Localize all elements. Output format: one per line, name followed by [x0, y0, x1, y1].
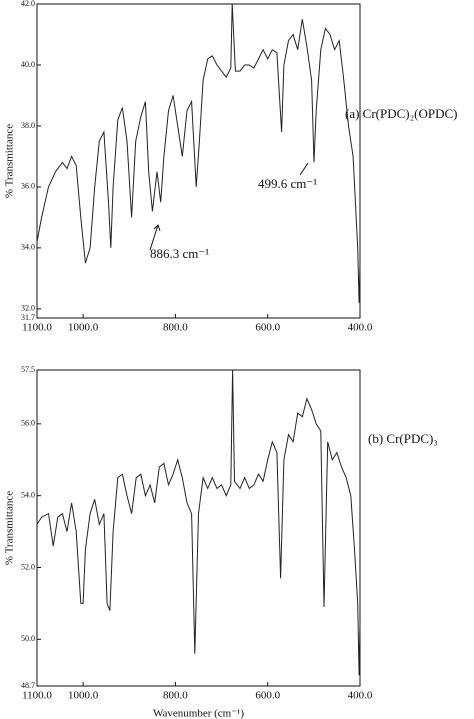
annotation: (a) Cr(PDC)₂(OPDC) [345, 106, 458, 121]
x-tick-label: 400.0 [348, 322, 373, 334]
y-axis-label: % Transmittance [4, 124, 16, 198]
arrows [149, 162, 309, 251]
y-tick-label: 57.5 [21, 365, 35, 374]
x-tick-label: 600.0 [255, 690, 280, 702]
x-tick-label: 600.0 [255, 322, 280, 334]
y-tick-label: 56.0 [21, 419, 35, 428]
plot-frame [36, 3, 361, 319]
x-tick-label: 1000.0 [68, 690, 99, 702]
x-tick-label: 400.0 [348, 690, 373, 702]
y-tick-label: 36.0 [21, 182, 35, 191]
arrow [149, 224, 159, 251]
spectrum-line [36, 3, 361, 303]
x-tick-label: 800.0 [163, 690, 188, 702]
x-tick-label: 1100.0 [22, 322, 52, 334]
y-tick-label: 31.7 [21, 313, 35, 322]
y-tick-label: 34.0 [21, 243, 35, 252]
annotation: 886.3 cm⁻¹ [150, 246, 209, 261]
x-tick-label: 1000.0 [68, 322, 99, 334]
y-tick-label: 38.0 [21, 121, 35, 130]
annotation: (b) Cr(PDC)₃ [368, 431, 438, 446]
x-tick-label: 800.0 [163, 322, 188, 334]
annotation: 499.6 cm⁻¹ [258, 176, 317, 191]
y-tick-label: 50.0 [21, 634, 35, 643]
y-tick-label: 52.0 [21, 562, 35, 571]
arrow [299, 162, 309, 176]
x-axis-label: Wavenumber (cm⁻¹) [153, 708, 244, 719]
y-tick-label: 32.0 [21, 304, 35, 313]
y-axis-label: % Transmittance [4, 491, 16, 565]
plot-frame [36, 369, 361, 687]
y-tick-label: 48.7 [21, 681, 35, 690]
y-tick-label: 42.0 [21, 0, 35, 8]
y-tick-label: 40.0 [21, 60, 35, 69]
x-tick-label: 1100.0 [22, 690, 52, 702]
y-tick-label: 54.0 [21, 491, 35, 500]
spectrum-line [36, 369, 361, 676]
arrow-head [153, 224, 161, 232]
